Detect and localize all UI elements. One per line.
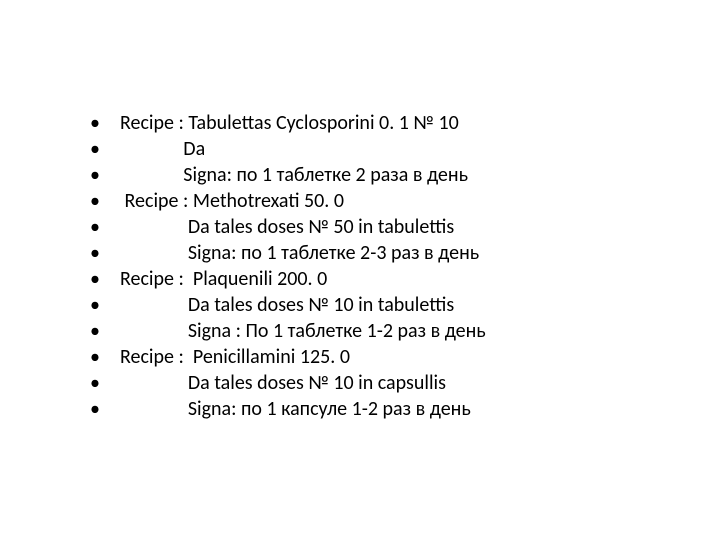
list-item: Signa: по 1 капсуле 1-2 раз в день [90, 396, 660, 422]
list-item: Da [90, 136, 660, 162]
list-item: Recipe : Plaquenili 200. 0 [90, 266, 660, 292]
list-item: Da tales doses № 10 in capsullis [90, 370, 660, 396]
list-item: Recipe : Tabulettas Cyclosporini 0. 1 № … [90, 110, 660, 136]
list-item: Recipe : Penicillamini 125. 0 [90, 344, 660, 370]
list-item: Da tales doses № 50 in tabulettis [90, 214, 660, 240]
bullet-list: Recipe : Tabulettas Cyclosporini 0. 1 № … [90, 110, 660, 422]
list-item: Da tales doses № 10 in tabulettis [90, 292, 660, 318]
list-item: Signa: по 1 таблетке 2 раза в день [90, 162, 660, 188]
list-item: Signa : По 1 таблетке 1-2 раз в день [90, 318, 660, 344]
list-item: Signa: по 1 таблетке 2-3 раз в день [90, 240, 660, 266]
list-item: Recipe : Methotrexati 50. 0 [90, 188, 660, 214]
slide: Recipe : Tabulettas Cyclosporini 0. 1 № … [0, 0, 720, 540]
